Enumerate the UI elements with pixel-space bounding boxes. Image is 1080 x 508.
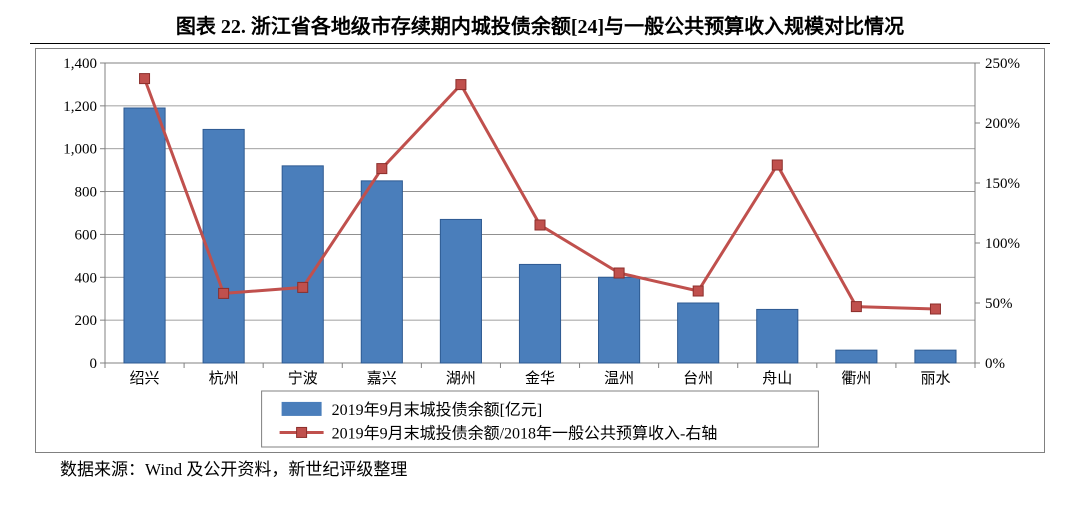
bar (678, 303, 719, 363)
y-right-tick: 150% (985, 176, 1020, 192)
bar (836, 350, 877, 363)
y-left-tick: 600 (75, 227, 98, 243)
line-marker (298, 282, 308, 292)
bar (915, 350, 956, 363)
x-category: 湖州 (446, 370, 476, 387)
dual-axis-chart: 0 200 400 600 800 1,000 1,200 1,400 0% 50% 100% 150… (35, 48, 1045, 453)
bar (519, 264, 560, 363)
bar (757, 309, 798, 363)
line-marker (772, 160, 782, 170)
x-category: 丽水 (920, 370, 950, 387)
line-marker (614, 268, 624, 278)
y-left-tick: 0 (90, 356, 98, 372)
bar (599, 277, 640, 363)
y-left-tick: 200 (75, 313, 98, 329)
y-left-tick: 1,000 (63, 142, 97, 158)
x-category: 宁波 (288, 370, 318, 387)
y-right-tick: 200% (985, 116, 1020, 132)
bar (440, 219, 481, 363)
legend-label-line: 2019年9月末城投债余额/2018年一般公共预算收入-右轴 (332, 423, 718, 442)
legend-swatch-bar (282, 402, 322, 416)
line-marker (140, 74, 150, 84)
line-marker (930, 304, 940, 314)
line-marker (851, 302, 861, 312)
bar (203, 129, 244, 363)
legend-label-bar: 2019年9月末城投债余额[亿元] (332, 400, 543, 419)
y-left-tick: 800 (75, 185, 98, 201)
x-category: 金华 (525, 370, 555, 387)
data-source: 数据来源：Wind 及公开资料，新世纪评级整理 (60, 455, 1040, 480)
x-category: 温州 (604, 370, 634, 387)
x-category: 舟山 (762, 370, 792, 387)
line-marker (693, 286, 703, 296)
x-category: 台州 (683, 370, 713, 387)
chart-title: 图表 22. 浙江省各地级市存续期内城投债余额[24]与一般公共预算收入规模对比… (30, 0, 1050, 44)
line-marker (456, 80, 466, 90)
bar (124, 108, 165, 363)
bar (361, 181, 402, 363)
y-left-tick: 1,400 (63, 56, 97, 72)
line-marker (219, 288, 229, 298)
y-right-tick: 250% (985, 56, 1020, 72)
x-category: 绍兴 (130, 370, 160, 387)
line-marker (535, 220, 545, 230)
y-right-tick: 0% (985, 356, 1005, 372)
legend-swatch-marker (297, 427, 307, 437)
x-category: 衢州 (841, 370, 871, 387)
y-left-tick: 1,200 (63, 99, 97, 115)
y-left-tick: 400 (75, 270, 98, 286)
y-right-tick: 100% (985, 236, 1020, 252)
x-category: 嘉兴 (367, 370, 397, 387)
line-marker (377, 164, 387, 174)
y-right-tick: 50% (985, 296, 1013, 312)
x-category: 杭州 (209, 370, 239, 387)
